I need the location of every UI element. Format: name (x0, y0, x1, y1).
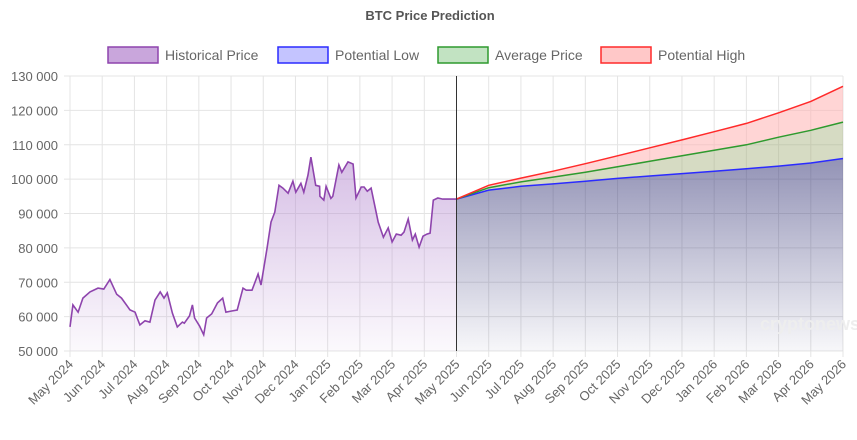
legend-item[interactable]: Potential Low (277, 46, 420, 64)
y-tick-label: 70 000 (18, 275, 58, 290)
y-tick-label: 100 000 (11, 172, 58, 187)
y-tick-label: 50 000 (18, 344, 58, 359)
potential-low-line (456, 157, 844, 200)
legend-swatch (277, 46, 329, 64)
legend-item[interactable]: Average Price (437, 46, 583, 64)
watermark: cryptonews (760, 314, 857, 334)
potential-low-area (456, 158, 843, 351)
potential-high-line (456, 85, 844, 200)
legend-label: Potential Low (335, 47, 420, 63)
chart-title: BTC Price Prediction (365, 8, 494, 23)
legend-swatch (437, 46, 489, 64)
average-price-line (456, 121, 844, 200)
legend-swatch (600, 46, 652, 64)
legend: Historical Price Potential Low Average Pri… (107, 46, 745, 64)
legend-label: Average Price (495, 47, 583, 63)
y-tick-label: 80 000 (18, 241, 58, 256)
y-tick-label: 130 000 (11, 69, 58, 84)
legend-item[interactable]: Historical Price (107, 46, 259, 64)
y-tick-label: 60 000 (18, 310, 58, 325)
legend-swatch (107, 46, 159, 64)
legend-label: Historical Price (165, 47, 259, 63)
average-price-area (456, 122, 843, 200)
y-tick-label: 90 000 (18, 207, 58, 222)
y-tick-label: 110 000 (12, 138, 58, 153)
y-tick-label: 120 000 (11, 103, 58, 118)
historical-price-line (69, 156, 457, 338)
legend-item[interactable]: Potential High (600, 46, 745, 64)
legend-label: Potential High (658, 47, 745, 63)
historical-area (70, 157, 457, 351)
